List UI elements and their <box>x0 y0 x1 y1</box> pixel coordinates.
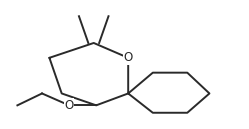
Text: O: O <box>64 99 74 112</box>
Text: O: O <box>124 51 133 64</box>
